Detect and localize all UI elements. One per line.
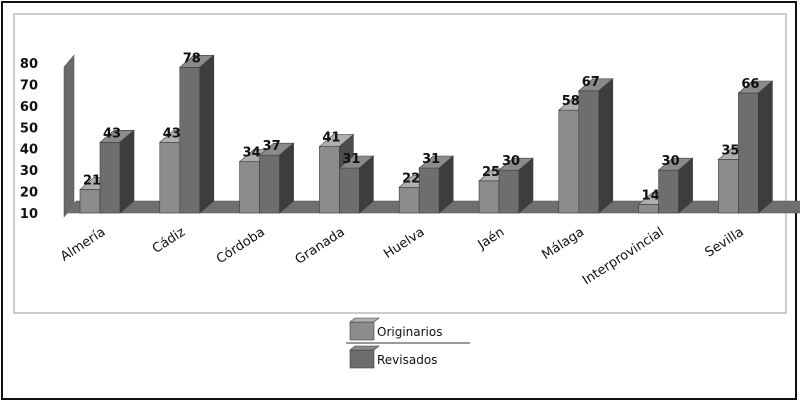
y-tick-label: 40	[20, 143, 38, 158]
data-label: 30	[662, 154, 680, 169]
data-label: 78	[183, 51, 201, 66]
data-label: 31	[342, 152, 360, 167]
bar-revisados-0	[99, 129, 135, 214]
data-label: 43	[103, 126, 121, 141]
y-tick-label: 50	[20, 121, 38, 136]
legend-label: Originarios	[377, 325, 442, 339]
plot-area-border	[13, 13, 787, 314]
y-tick-label: 20	[20, 186, 38, 201]
bar-revisados-8	[737, 80, 774, 214]
data-label: 25	[482, 165, 500, 180]
y-tick-label: 80	[20, 57, 38, 72]
bar-revisados-5	[498, 157, 534, 214]
bar-revisados-6	[577, 78, 614, 214]
data-label: 21	[83, 173, 101, 188]
data-label: 22	[402, 171, 420, 186]
bar-revisados-1	[178, 54, 215, 214]
y-tick-label: 70	[20, 78, 38, 93]
legend-item-revisados: Revisados	[349, 345, 437, 369]
data-label: 58	[562, 94, 580, 109]
y-tick-label: 60	[20, 100, 38, 115]
bar-revisados-7	[657, 157, 694, 214]
back-wall	[63, 54, 75, 218]
data-label: 30	[502, 154, 520, 169]
data-label: 37	[263, 139, 281, 154]
data-label: 43	[163, 126, 181, 141]
bar-revisados-3	[338, 155, 375, 214]
data-label: 67	[582, 75, 600, 90]
legend-item-originarios: Originarios	[349, 317, 442, 341]
data-label: 31	[422, 152, 440, 167]
data-label: 66	[741, 77, 759, 92]
data-label: 35	[721, 143, 739, 158]
y-tick-label: 10	[20, 207, 38, 222]
y-tick-label: 30	[20, 164, 38, 179]
data-label: 34	[243, 146, 261, 161]
legend: Originarios Revisados	[346, 317, 470, 369]
data-label: 14	[642, 188, 660, 203]
y-axis: 10 20 30 40 50 60 70 80	[20, 57, 38, 222]
bar-revisados-2	[258, 142, 295, 214]
bar-revisados-4	[418, 155, 455, 214]
data-label: 41	[322, 131, 340, 146]
legend-label: Revisados	[377, 353, 437, 367]
